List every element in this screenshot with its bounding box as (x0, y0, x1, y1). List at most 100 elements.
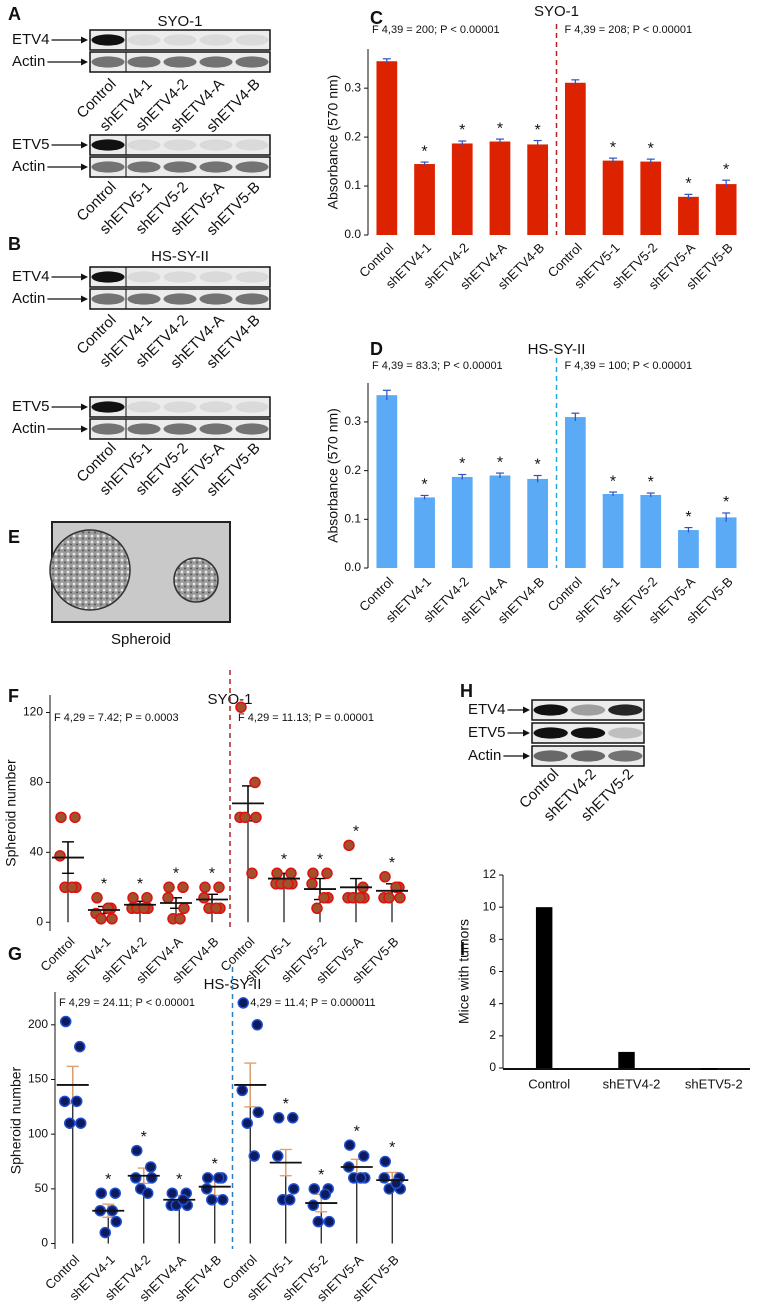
bar (535, 907, 553, 1068)
y-tick-label: 50 (35, 1181, 49, 1195)
blot-band (163, 139, 197, 151)
significance-marker: * (141, 1129, 147, 1146)
data-point (307, 1199, 319, 1212)
data-point (64, 1117, 76, 1129)
bar (376, 61, 398, 235)
blot-band (570, 704, 606, 716)
chart-title: SYO-1 (534, 3, 579, 20)
spheroid-caption: Spheroid (111, 631, 171, 648)
bar (678, 530, 699, 568)
panel-label: B (8, 234, 21, 254)
bar (618, 1051, 635, 1068)
blot-band (570, 750, 606, 762)
y-tick-label: 4 (489, 996, 496, 1010)
y-tick-label: 40 (30, 845, 44, 859)
blot-band (127, 293, 161, 305)
blot-band (91, 56, 125, 68)
significance-marker: * (459, 456, 465, 473)
data-point (343, 839, 355, 852)
data-point (358, 1150, 370, 1162)
data-point (109, 1187, 121, 1199)
blot-row-label: Actin (12, 53, 45, 70)
chart-title: HS-SY-II (528, 341, 586, 358)
bar (376, 395, 398, 568)
data-point (131, 1144, 143, 1157)
data-point (213, 881, 225, 894)
stat-annotation: F 4,29 = 7.42; P = 0.0003 (54, 712, 179, 724)
x-tick-label: Control (528, 1076, 570, 1091)
significance-marker: * (283, 1096, 289, 1113)
bar (602, 494, 624, 568)
stat-annotation: F 4,39 = 208; P < 0.00001 (565, 24, 693, 36)
blot-band (570, 727, 606, 739)
data-point (273, 1112, 285, 1124)
blot-band (127, 56, 161, 68)
data-point (127, 892, 139, 904)
arrow-head (81, 295, 88, 303)
bar (700, 1068, 718, 1070)
data-point (91, 892, 103, 904)
y-axis-label: Spheroid number (8, 1066, 24, 1174)
data-point (54, 850, 66, 862)
y-axis-label: Mice with tumors (456, 919, 472, 1024)
bar (715, 184, 737, 235)
blot-band (235, 271, 269, 283)
blot-band (235, 401, 269, 413)
data-point (213, 1172, 225, 1184)
arrow-head (81, 403, 88, 411)
significance-marker: * (685, 509, 691, 526)
blot-row-label: ETV5 (468, 724, 506, 741)
bar (489, 475, 511, 568)
blot-band (91, 161, 125, 173)
arrow-head (81, 273, 88, 281)
blot-band (163, 271, 197, 283)
significance-marker: * (497, 120, 503, 137)
data-point (378, 1172, 390, 1184)
data-point (344, 1139, 356, 1151)
stat-annotation: F 4,39 = 83.3; P < 0.00001 (372, 360, 503, 372)
blot-band (163, 423, 197, 435)
data-point (272, 1150, 284, 1162)
data-point (285, 867, 297, 880)
data-point (282, 878, 294, 890)
spheroid-small (173, 557, 219, 603)
significance-marker: * (173, 866, 179, 883)
bar (527, 478, 549, 568)
data-point (177, 881, 189, 894)
blot-strip (531, 699, 645, 721)
data-point (379, 1155, 391, 1168)
y-tick-label: 0 (36, 914, 43, 928)
data-point (248, 1150, 260, 1162)
blot-band (235, 161, 269, 173)
blot-band (235, 34, 269, 46)
stat-annotation: F 4,29 = 11.4; P = 0.000011 (241, 997, 376, 1009)
y-tick-label: 8 (489, 932, 496, 946)
bar (527, 144, 549, 235)
y-tick-label: 0.3 (344, 414, 361, 428)
data-point (163, 881, 175, 894)
arrow-head (81, 163, 88, 171)
data-point (252, 1106, 264, 1119)
panel-label: E (8, 527, 20, 547)
blot-band (91, 139, 125, 151)
data-point (354, 892, 366, 904)
significance-marker: * (723, 494, 729, 511)
arrow-head (81, 36, 88, 44)
stat-annotation: F 4,29 = 11.13; P = 0.00001 (238, 712, 374, 724)
significance-marker: * (209, 866, 215, 883)
blot-row-label: Actin (12, 290, 45, 307)
data-point (321, 867, 333, 880)
data-point (308, 1183, 320, 1195)
y-tick-label: 200 (28, 1017, 48, 1031)
y-tick-label: 120 (23, 705, 43, 719)
stat-annotation: F 4,39 = 100; P < 0.00001 (565, 360, 693, 372)
data-point (142, 1187, 154, 1199)
blot-row-label: ETV4 (12, 268, 50, 285)
data-point (59, 1095, 71, 1108)
blot-band (91, 401, 125, 413)
y-tick-label: 0.3 (344, 80, 361, 94)
data-point (146, 1172, 158, 1184)
blot-title: HS-SY-II (151, 248, 209, 265)
panel-label: H (460, 681, 473, 701)
data-point (311, 902, 323, 915)
